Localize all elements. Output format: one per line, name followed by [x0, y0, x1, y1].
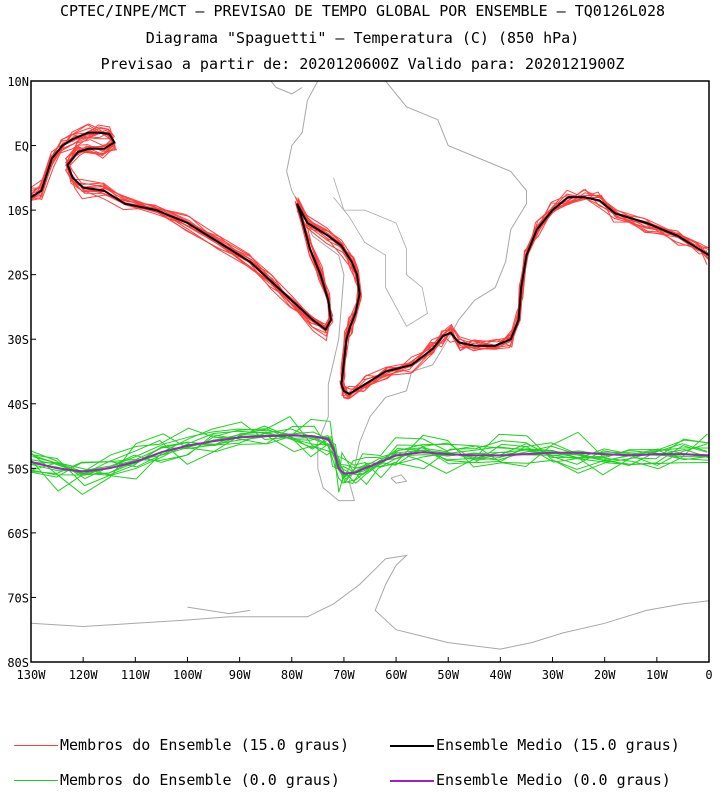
y-tick-label: 50S — [7, 462, 29, 476]
x-tick-label: 80W — [281, 668, 303, 682]
ensemble-member-line — [32, 137, 359, 383]
x-tick-label: 0 — [705, 668, 712, 682]
x-tick-label: 70W — [333, 668, 355, 682]
legend-label-member15: Membros do Ensemble (15.0 graus) — [60, 736, 349, 754]
legend-swatch-mean0 — [390, 780, 434, 782]
chart-title-line2: Diagrama "Spaguetti" — Temperatura (C) (… — [145, 29, 580, 47]
x-tick-label: 110W — [121, 668, 151, 682]
ensemble-mean-0c-line — [31, 434, 709, 475]
y-tick-label: 80S — [7, 656, 29, 670]
coastline-antarctica — [31, 554, 709, 650]
ensemble-member-line — [341, 192, 709, 390]
ensemble-member-line — [31, 421, 709, 487]
coastline-falklands — [390, 474, 408, 484]
legend-label-mean0: Ensemble Medio (0.0 graus) — [436, 771, 671, 789]
ensemble-member-line — [32, 124, 360, 381]
x-tick-label: 20W — [594, 668, 616, 682]
ensemble-member-line — [31, 126, 363, 389]
x-tick-label: 130W — [17, 668, 47, 682]
ensemble-mean-15c-line — [340, 196, 709, 396]
y-tick-label: 10S — [7, 204, 29, 218]
ensemble-member-line — [342, 196, 709, 398]
x-tick-label: 40W — [490, 668, 512, 682]
coastline-central-america — [270, 81, 303, 95]
ensemble-member-line — [31, 427, 708, 481]
chart-title-line1: CPTEC/INPE/MCT — PREVISAO DE TEMPO GLOBA… — [59, 2, 666, 20]
ensemble-mean-15c-line — [31, 131, 361, 385]
x-tick-label: 60W — [385, 668, 407, 682]
ensemble-member-line — [31, 428, 709, 484]
coastline-island — [187, 606, 251, 615]
ensemble-member-line — [31, 132, 361, 389]
legend-swatch-member0 — [14, 780, 58, 781]
x-tick-label: 50W — [437, 668, 459, 682]
coastline-south-america — [286, 81, 527, 502]
legend-swatch-member15 — [14, 745, 58, 746]
x-tick-label: 30W — [542, 668, 564, 682]
ensemble-member-line — [31, 130, 362, 383]
ensemble-member-line — [31, 418, 709, 496]
ensemble-member-line — [339, 188, 709, 394]
chart-title-line3: Previsao a partir de: 2020120600Z Valido… — [100, 55, 625, 73]
x-tick-label: 100W — [173, 668, 203, 682]
ensemble-member-line — [32, 131, 359, 383]
x-tick-label: 90W — [229, 668, 251, 682]
country-border — [333, 177, 428, 327]
y-tick-label: 70S — [7, 591, 29, 605]
y-tick-label: 30S — [7, 333, 29, 347]
ensemble-member-line — [31, 132, 360, 384]
ensemble-member-line — [31, 415, 708, 492]
y-tick-label: 60S — [7, 527, 29, 541]
ensemble-member-line — [32, 428, 709, 476]
y-tick-label: 40S — [7, 398, 29, 412]
x-tick-label: 10W — [646, 668, 668, 682]
legend-label-mean15: Ensemble Medio (15.0 graus) — [436, 736, 680, 754]
legend-swatch-mean15 — [390, 745, 434, 747]
coastline-layer — [31, 81, 709, 650]
y-tick-label: EQ — [15, 140, 29, 154]
ensemble-member-line — [31, 425, 708, 484]
x-tick-label: 120W — [69, 668, 99, 682]
y-tick-label: 20S — [7, 269, 29, 283]
y-tick-label: 10N — [7, 75, 29, 89]
ensemble-member-line — [31, 123, 361, 391]
ensemble-means-layer — [31, 131, 709, 475]
axes-layer: 130W 120W 110W 100W 90W 80W 70W 60W 50W 40W 30W 20W… — [7, 75, 712, 682]
ensemble-member-line — [342, 189, 709, 399]
ensemble-member-line — [340, 196, 708, 395]
ensemble-members-layer — [31, 123, 709, 496]
legend-label-member0: Membros do Ensemble (0.0 graus) — [60, 771, 340, 789]
plot-frame — [30, 80, 710, 663]
